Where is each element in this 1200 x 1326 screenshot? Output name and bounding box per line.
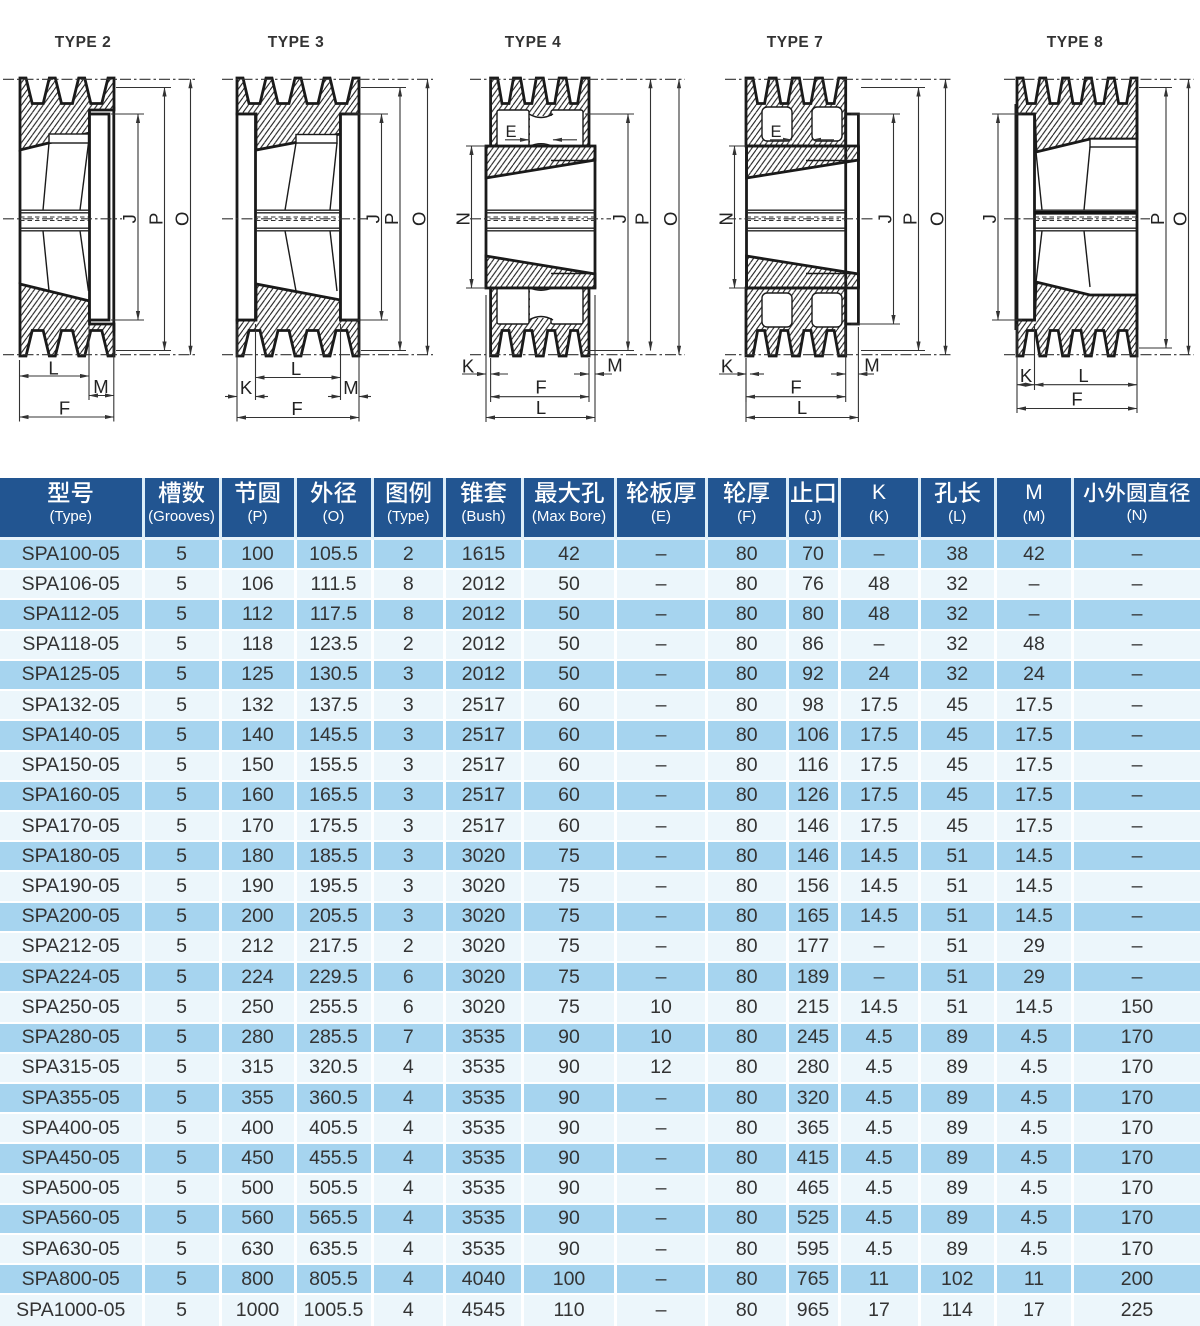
svg-text:L: L <box>291 358 301 379</box>
svg-text:N: N <box>453 212 474 225</box>
svg-text:K: K <box>462 356 475 377</box>
svg-text:J: J <box>119 214 140 223</box>
svg-text:J: J <box>875 214 896 223</box>
svg-text:J: J <box>363 214 384 223</box>
svg-text:K: K <box>721 356 734 377</box>
svg-text:O: O <box>927 212 948 226</box>
svg-text:TYPE 8: TYPE 8 <box>1047 34 1103 51</box>
svg-text:TYPE 7: TYPE 7 <box>767 34 823 51</box>
svg-text:F: F <box>291 398 302 419</box>
svg-text:L: L <box>797 397 807 418</box>
svg-text:F: F <box>1071 389 1082 410</box>
svg-text:L: L <box>48 358 58 379</box>
svg-text:N: N <box>716 212 737 225</box>
svg-text:F: F <box>535 377 546 398</box>
svg-text:O: O <box>409 212 430 226</box>
svg-text:E: E <box>505 123 516 141</box>
svg-text:P: P <box>900 213 921 225</box>
svg-text:F: F <box>790 377 801 398</box>
svg-text:P: P <box>146 213 167 225</box>
svg-text:P: P <box>632 213 653 225</box>
svg-text:TYPE 3: TYPE 3 <box>268 34 324 51</box>
svg-text:M: M <box>343 377 358 398</box>
svg-text:M: M <box>607 355 622 376</box>
svg-text:J: J <box>979 214 1000 223</box>
svg-text:O: O <box>1170 212 1191 226</box>
svg-text:L: L <box>1078 365 1088 386</box>
svg-text:P: P <box>381 213 402 225</box>
svg-text:TYPE 2: TYPE 2 <box>55 34 111 51</box>
svg-text:M: M <box>864 355 879 376</box>
svg-text:TYPE 4: TYPE 4 <box>505 34 561 51</box>
svg-text:J: J <box>609 214 630 223</box>
svg-text:K: K <box>1020 365 1033 386</box>
svg-text:P: P <box>1147 213 1168 225</box>
svg-text:M: M <box>93 376 108 397</box>
svg-text:F: F <box>59 398 70 419</box>
svg-text:E: E <box>770 123 781 141</box>
svg-text:K: K <box>240 377 253 398</box>
svg-text:O: O <box>172 212 193 226</box>
svg-text:O: O <box>660 212 681 226</box>
svg-text:L: L <box>536 397 546 418</box>
